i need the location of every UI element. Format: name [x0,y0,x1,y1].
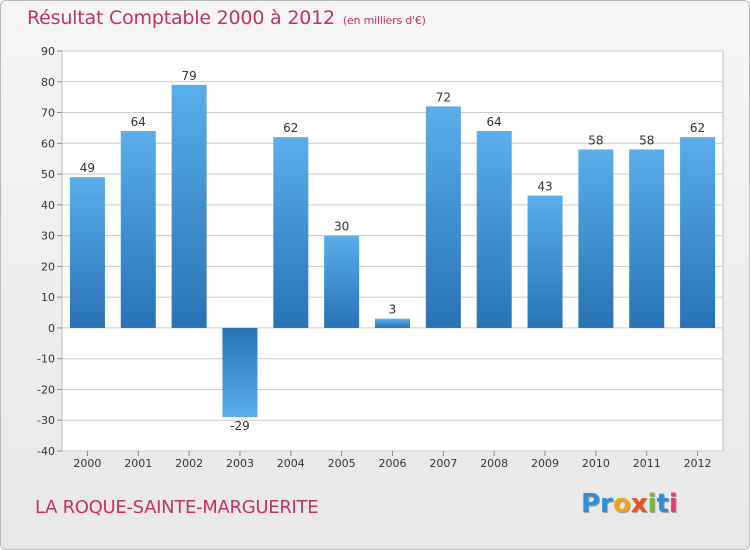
y-tick-label: 10 [41,291,55,304]
data-label-2007: 72 [436,90,451,104]
y-tick-label: 50 [41,168,55,181]
logo-part-3: x [630,489,648,519]
y-tick-label: -30 [37,414,55,427]
bar-2006 [375,318,410,328]
y-axis-ticks: 90 80 70 60 50 40 30 20 10 0 -10 -20 -30 -40 [37,45,62,458]
y-tick-label: 20 [41,260,55,273]
data-label-2002: 79 [181,69,196,83]
data-label-2010: 58 [588,133,603,147]
x-tick-label-2007: 2007 [429,457,457,470]
x-tick-label-2005: 2005 [328,457,356,470]
bar-2011 [629,149,665,328]
data-label-2005: 30 [334,220,349,234]
y-tick-label: 40 [41,199,55,212]
logo-part-5: t [656,489,669,519]
chart-title-text: Résultat Comptable 2000 à 2012 [27,7,335,29]
x-tick-label-2010: 2010 [582,457,610,470]
x-tick-label-2003: 2003 [226,457,254,470]
bars: 49 64 79 -29 62 30 3 72 64 43 58 58 62 [69,69,716,433]
y-tick-label: 70 [41,107,55,120]
plot-area [61,50,724,452]
bar-2010 [578,149,614,328]
x-axis-ticks: 2000 2001 2002 2003 2004 2005 2006 2007 2008 2009… [73,451,712,470]
data-label-2012: 62 [690,121,705,135]
bar-2004 [273,137,309,328]
proxiti-logo: Proxiti [581,489,678,519]
x-tick-label-2009: 2009 [531,457,559,470]
y-tick-label: -20 [37,383,55,396]
y-tick-label: 80 [41,76,55,89]
logo-part-2: o [612,489,631,519]
y-tick-label: -40 [37,445,55,458]
y-tick-label: -10 [37,353,55,366]
logo-part-4: i [647,489,657,519]
bar-2009 [527,195,563,328]
x-tick-label-2012: 2012 [684,457,712,470]
bar-2007 [425,106,461,328]
bar-2003 [222,327,258,418]
bar-2005 [324,235,360,328]
commune-name: LA ROQUE-SAINTE-MARGUERITE [35,497,319,518]
y-tick-label: 0 [48,322,55,335]
data-label-2006: 3 [389,303,397,317]
data-label-2009: 43 [537,180,552,194]
data-label-2000: 49 [80,161,95,175]
chart-title: Résultat Comptable 2000 à 2012 (en millie… [27,7,426,29]
logo-part-6: i [668,489,678,519]
y-tick-label: 30 [41,230,55,243]
x-tick-label-2011: 2011 [633,457,661,470]
bar-2002 [171,84,207,328]
data-label-2008: 64 [487,115,502,129]
data-label-2004: 62 [283,121,298,135]
data-label-2011: 58 [639,133,654,147]
y-tick-label: 60 [41,137,55,150]
y-tick-label: 90 [41,45,55,58]
bar-2000 [69,177,105,328]
data-label-2001: 64 [131,115,146,129]
chart-subtitle: (en milliers d'€) [342,14,426,27]
bar-2012 [680,137,716,328]
bar-2001 [120,131,156,328]
x-tick-label-2004: 2004 [277,457,305,470]
x-tick-label-2008: 2008 [480,457,508,470]
x-tick-label-2001: 2001 [124,457,152,470]
bar-2008 [476,131,512,328]
x-tick-label-2006: 2006 [379,457,407,470]
x-tick-label-2000: 2000 [73,457,101,470]
x-tick-label-2002: 2002 [175,457,203,470]
logo-part-1: Pr [581,489,613,519]
data-label-2003: -29 [230,419,250,433]
